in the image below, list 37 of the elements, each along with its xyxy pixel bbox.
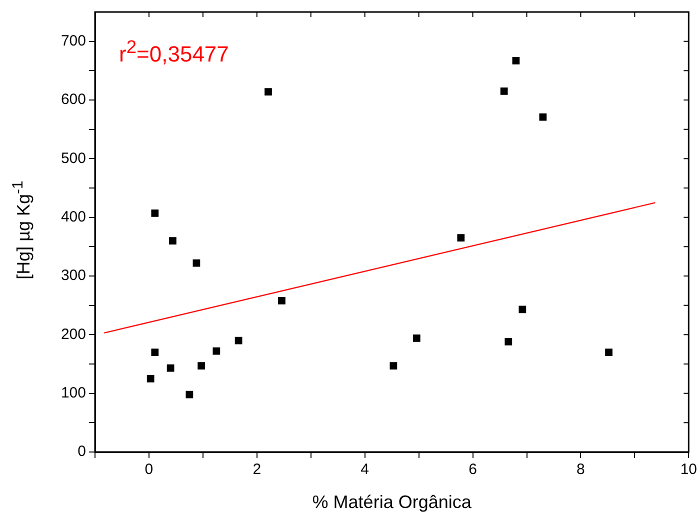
annotation: r$^{2}$=0,35477 xyxy=(119,36,229,68)
point xyxy=(457,234,465,242)
x-tick-label: 4 xyxy=(360,461,370,478)
y-tick-label: 0 xyxy=(78,443,86,460)
y-tick-label: 200 xyxy=(60,326,86,343)
point xyxy=(539,113,547,121)
point xyxy=(504,338,512,346)
point xyxy=(512,57,520,64)
point xyxy=(166,364,174,372)
point xyxy=(151,348,159,356)
point xyxy=(264,88,272,96)
y-tick-label: 600 xyxy=(60,91,86,108)
x-tick-label: 8 xyxy=(576,461,585,478)
point xyxy=(234,336,242,344)
y-tick-label: 300 xyxy=(60,267,86,284)
point xyxy=(169,237,176,244)
y-tick-label: 700 xyxy=(60,32,86,50)
y-tick-label: 400 xyxy=(60,208,86,226)
x-axis-title: % Matéria Orgânica xyxy=(312,492,472,512)
point xyxy=(146,374,154,382)
point xyxy=(278,296,286,304)
y-tick-label: 500 xyxy=(60,150,86,167)
point xyxy=(500,88,508,95)
point xyxy=(212,347,220,355)
point xyxy=(198,362,205,370)
y-tick-label: 100 xyxy=(60,384,86,402)
point xyxy=(151,210,159,217)
point xyxy=(518,306,526,314)
point xyxy=(412,334,420,342)
point xyxy=(605,348,612,356)
x-tick-label: 2 xyxy=(252,461,262,478)
x-tick-label: 0 xyxy=(144,461,154,478)
x-tick-label: 10 xyxy=(680,461,697,478)
point xyxy=(186,390,194,398)
point xyxy=(192,259,200,267)
point xyxy=(390,362,398,370)
x-tick-label: 6 xyxy=(468,461,477,478)
